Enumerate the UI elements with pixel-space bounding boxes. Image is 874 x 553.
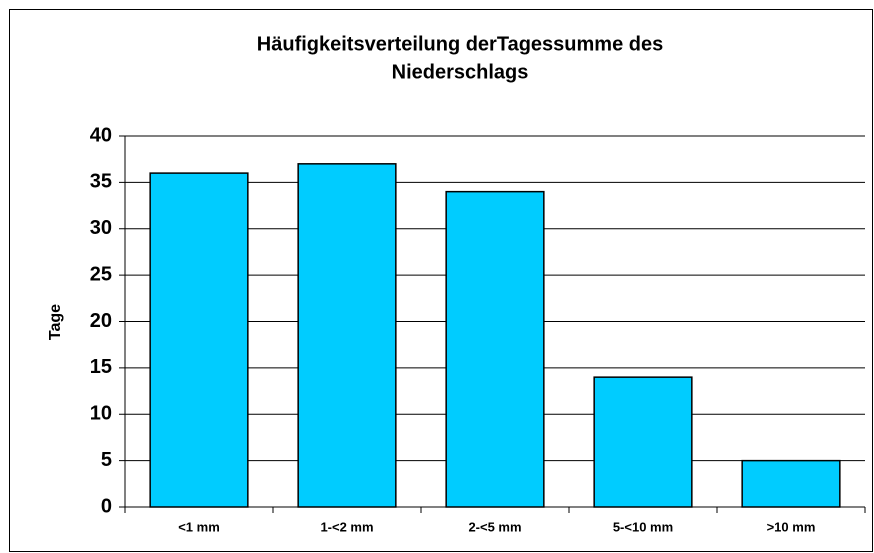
y-tick-label: 35: [90, 171, 112, 193]
bar: [593, 376, 693, 508]
y-tick-label: 20: [90, 310, 112, 332]
chart-title: Niederschlags: [392, 61, 529, 83]
y-tick-label: 10: [90, 403, 112, 425]
y-tick-label: 30: [90, 217, 112, 239]
y-tick-label: 0: [101, 495, 112, 517]
y-tick-label: 5: [101, 449, 112, 471]
chart-title: Häufigkeitsverteilung derTagessumme des: [257, 33, 663, 55]
bar: [741, 459, 841, 508]
bar: [445, 190, 545, 508]
bar: [149, 172, 249, 508]
x-tick-label: <1 mm: [178, 519, 220, 534]
y-tick-label: 40: [90, 124, 112, 146]
y-tick-label: 15: [90, 356, 112, 378]
bar: [297, 163, 397, 508]
x-tick-label: 5-<10 mm: [613, 519, 673, 534]
x-tick-label: >10 mm: [767, 519, 816, 534]
y-tick-label: 25: [90, 263, 112, 285]
x-tick-label: 2-<5 mm: [468, 519, 521, 534]
y-axis-label: Tage: [47, 304, 64, 340]
x-tick-label: 1-<2 mm: [320, 519, 373, 534]
